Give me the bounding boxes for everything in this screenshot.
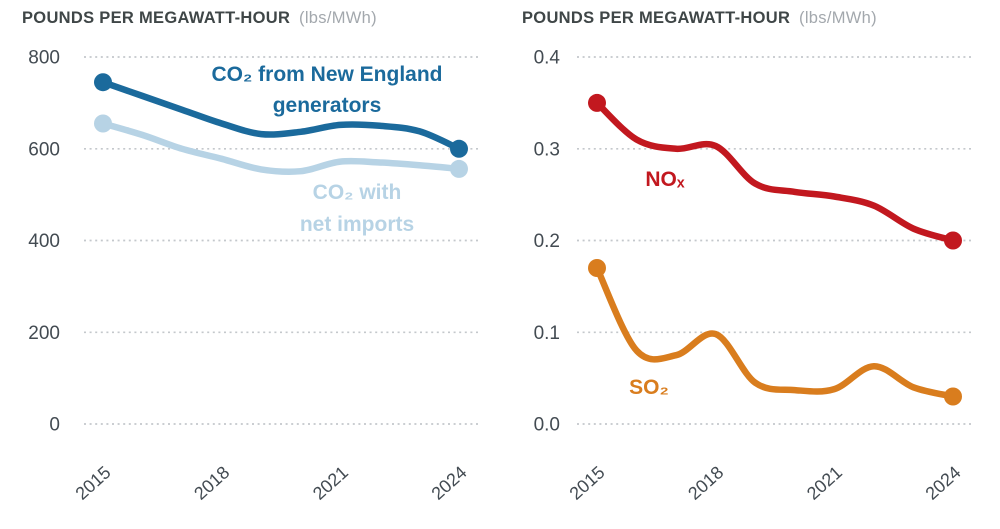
chart-title: POUNDS PER MEGAWATT-HOUR: [22, 9, 291, 27]
x-tick-label: 2018: [684, 462, 727, 504]
y-tick-label: 600: [28, 139, 60, 160]
so2-endpoint-dot: [588, 259, 606, 277]
co2-from-new-england-generators-line: [99, 78, 463, 153]
y-tick-label: 800: [28, 48, 60, 69]
chart-header: POUNDS PER MEGAWATT-HOUR (lbs/MWh): [22, 9, 377, 28]
y-tick-label: 0.2: [534, 231, 560, 252]
nox-line: [593, 99, 957, 244]
y-tick-label: 400: [28, 231, 60, 252]
x-tick-label: 2021: [803, 462, 846, 504]
nox-label: NOₓ: [645, 168, 685, 191]
y-tick-label: 0.4: [534, 48, 561, 69]
chart-unit-label: (lbs/MWh): [299, 9, 377, 27]
chart-unit-label: (lbs/MWh): [799, 9, 877, 27]
x-tick-label: 2021: [309, 462, 352, 504]
co2-from-new-england-generators-endpoint-dot: [450, 139, 468, 158]
chart-title: POUNDS PER MEGAWATT-HOUR: [522, 9, 791, 27]
co2-with-net-imports-label: CO₂ with: [313, 181, 402, 204]
so2-label: SO₂: [629, 376, 669, 399]
y-tick-label: 0.1: [534, 323, 560, 344]
so2-endpoint-dot: [944, 387, 962, 406]
y-tick-label: 0: [49, 415, 60, 436]
nox-so2-emission-rate-chart: POUNDS PER MEGAWATT-HOUR (lbs/MWh) 0.4 0.…: [500, 0, 1000, 529]
nox-endpoint-dot: [944, 231, 962, 250]
x-tick-label: 2015: [72, 462, 115, 504]
y-tick-label: 0.3: [534, 139, 560, 160]
co2-from-new-england-generators-label: generators: [273, 94, 382, 117]
co2-with-net-imports-endpoint-dot: [94, 114, 112, 133]
co2-from-new-england-generators-endpoint-dot: [94, 73, 112, 92]
co2-with-net-imports-endpoint-dot: [450, 159, 468, 178]
x-tick-label: 2024: [428, 462, 471, 504]
co2-chart-plot-area: 800 600 400 200 0 2015 2018 2021 2024 CO₂ with net…: [28, 48, 478, 504]
nox-so2-chart-plot-area: 0.4 0.3 0.2 0.1 0.0 2015 2018 2021 2024 SO₂ NOₓ: [534, 48, 973, 504]
nox-endpoint-dot: [588, 93, 606, 112]
x-tick-label: 2024: [922, 462, 965, 504]
y-tick-label: 0.0: [534, 415, 560, 436]
co2-with-net-imports-label: net imports: [300, 213, 414, 236]
x-tick-label: 2015: [566, 462, 609, 504]
co2-with-net-imports-line: [99, 120, 463, 176]
x-tick-label: 2018: [190, 462, 233, 504]
co2-emission-rate-chart: POUNDS PER MEGAWATT-HOUR (lbs/MWh) 800 60…: [22, 9, 478, 504]
so2-line: [593, 264, 957, 400]
co2-from-new-england-generators-label: CO₂ from New England: [211, 63, 442, 86]
y-tick-label: 200: [28, 323, 60, 344]
chart-header: POUNDS PER MEGAWATT-HOUR (lbs/MWh): [522, 9, 877, 28]
